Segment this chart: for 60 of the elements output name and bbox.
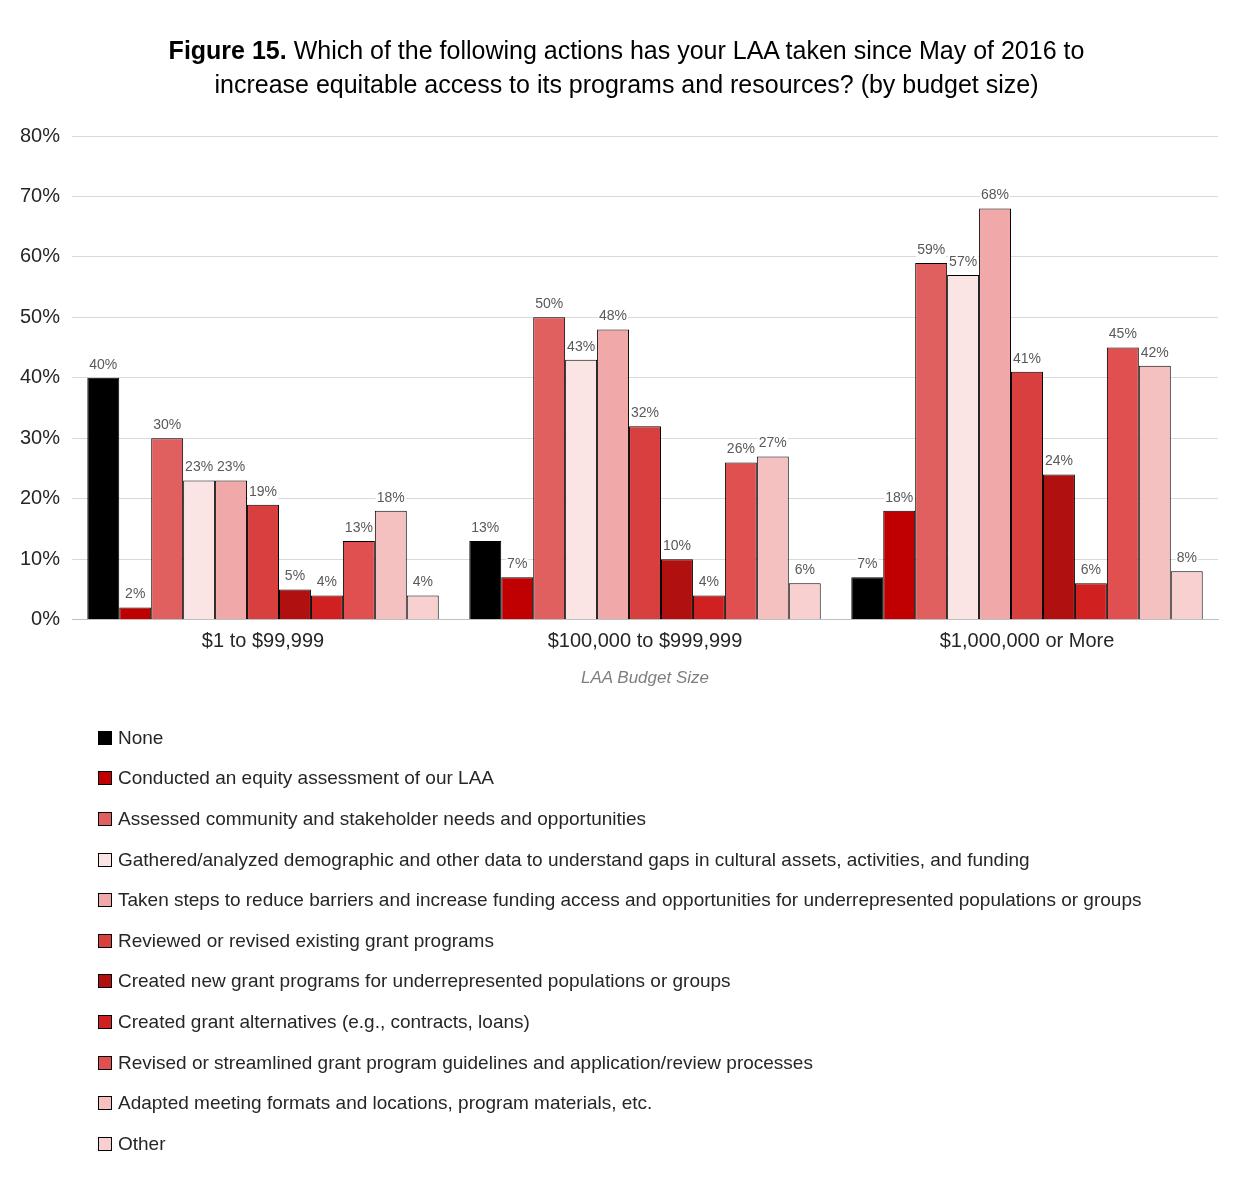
data-label: 40% <box>89 355 118 372</box>
x-axis-title: LAA Budget Size <box>581 667 709 687</box>
legend-label: Taken steps to reduce barriers and increase funding access and opportunities for underrepresented populations or groups <box>118 889 1142 912</box>
legend-label: None <box>118 726 164 749</box>
data-label: 30% <box>153 415 182 432</box>
data-label: 18% <box>885 488 914 505</box>
data-label: 48% <box>599 306 628 323</box>
legend-label: Created new grant programs for underrepresented populations or groups <box>118 970 731 993</box>
data-label: 26% <box>726 439 755 456</box>
legend-label: Other <box>118 1132 166 1155</box>
data-label: 6% <box>1080 560 1102 577</box>
data-label: 50% <box>535 294 564 311</box>
data-label: 18% <box>376 488 405 505</box>
data-label: 2% <box>125 584 146 601</box>
legend-label: Reviewed or revised existing grant programs <box>118 929 494 952</box>
data-label: 5% <box>284 566 306 583</box>
legend-label: Revised or streamlined grant program guidelines and application/review processes <box>118 1051 813 1074</box>
y-tick-label: 0% <box>31 606 61 629</box>
legend-label: Gathered/analyzed demographic and other data to understand gaps in cultural assets, activities, and funding <box>118 848 1030 871</box>
x-tick-label: $100,000 to $999,999 <box>547 628 743 651</box>
legend-label: Adapted meeting formats and locations, program materials, etc. <box>118 1092 653 1115</box>
data-label: 42% <box>1140 343 1169 360</box>
data-label: 4% <box>698 572 720 589</box>
data-label: 59% <box>917 240 946 257</box>
bar <box>851 576 884 619</box>
data-label: 23% <box>185 457 214 474</box>
x-tick-label: $1,000,000 or More <box>939 628 1115 651</box>
data-label: 4% <box>412 572 433 589</box>
data-label: 57% <box>949 252 978 269</box>
data-label: 43% <box>567 337 596 354</box>
data-label: 27% <box>758 433 787 450</box>
data-label: 7% <box>857 554 878 571</box>
data-label: 68% <box>981 185 1010 202</box>
legend-label: Assessed community and stakeholder needs and opportunities <box>118 807 647 830</box>
data-label: 32% <box>631 403 660 420</box>
data-label: 10% <box>662 536 691 553</box>
y-tick-label: 10% <box>20 546 61 569</box>
y-tick-label: 70% <box>20 183 61 206</box>
legend-label: Conducted an equity assessment of our LAA <box>118 767 495 790</box>
y-tick-label: 80% <box>20 123 61 146</box>
y-tick-label: 40% <box>20 364 61 387</box>
y-tick-label: 30% <box>20 425 61 448</box>
data-label: 4% <box>316 572 338 589</box>
data-label: 8% <box>1176 548 1197 565</box>
bar <box>469 540 502 619</box>
data-label: 13% <box>471 518 500 535</box>
data-label: 6% <box>794 560 815 577</box>
y-tick-label: 50% <box>20 304 61 327</box>
data-label: 45% <box>1108 324 1137 341</box>
data-label: 23% <box>217 457 246 474</box>
y-tick-label: 20% <box>20 485 61 508</box>
data-label: 19% <box>249 482 278 499</box>
data-label: 41% <box>1012 349 1042 366</box>
data-label: 24% <box>1044 451 1073 468</box>
chart-title: Figure 15. Which of the following actions has your LAA taken since May of 2016 to increase equitable access to its programs and resources? (by budget size) <box>167 35 1086 100</box>
data-label: 13% <box>344 518 373 535</box>
y-tick-label: 60% <box>20 243 61 266</box>
data-label: 7% <box>507 554 528 571</box>
x-tick-label: $1 to $99,999 <box>201 628 325 651</box>
legend-label: Created grant alternatives (e.g., contracts, loans) <box>118 1010 530 1033</box>
